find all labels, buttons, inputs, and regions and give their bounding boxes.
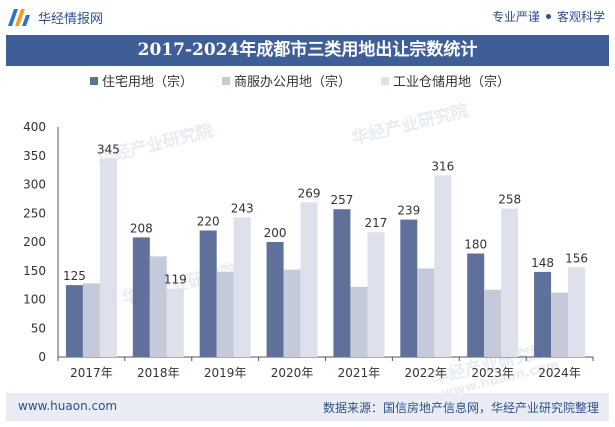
bar-series1-1 [132, 237, 150, 357]
data-label-series3-0: 345 [97, 143, 120, 157]
bar-series2-6 [484, 289, 502, 357]
bar-series3-2 [233, 217, 251, 357]
y-tick-label: 200 [23, 235, 46, 249]
y-tick-label: 300 [23, 178, 46, 192]
bar-series2-4 [350, 286, 368, 357]
legend-label-2: 商服办公用地（宗） [234, 74, 351, 90]
data-label-series3-7: 156 [565, 251, 588, 265]
legend-label-1: 住宅用地（宗） [102, 74, 193, 90]
data-label-series3-6: 258 [498, 193, 521, 207]
bar-series2-1 [149, 256, 167, 357]
data-label-series3-1: 119 [164, 273, 187, 287]
footer-url[interactable]: www.huaon.com [18, 399, 118, 413]
data-label-series1-0: 125 [63, 269, 86, 283]
brand-name[interactable]: 华经情报网 [38, 12, 104, 27]
tagline-right: 客观科学 [556, 10, 605, 24]
tagline: 专业严谨 客观科学 [492, 8, 605, 25]
bar-series1-4 [333, 209, 351, 357]
footer: www.huaon.com 数据来源：国信房地产信息网，华经产业研究院整理 [6, 393, 609, 421]
legend-swatch-3 [381, 77, 389, 85]
bar-series2-3 [283, 269, 301, 357]
y-tick-label: 150 [23, 264, 46, 278]
data-label-series1-5: 239 [397, 204, 420, 218]
y-tick-label: 350 [23, 149, 46, 163]
bar-series2-2 [216, 271, 234, 357]
bar-series1-3 [266, 242, 284, 357]
bar-series3-0 [99, 158, 117, 357]
chart-title: 2017-2024年成都市三类用地出让宗数统计 [6, 35, 609, 66]
bar-series3-5 [434, 175, 452, 357]
data-label-series1-6: 180 [464, 238, 487, 252]
header: 华经情报网 专业严谨 客观科学 [0, 0, 615, 34]
data-source: 数据来源：国信房地产信息网，华经产业研究院整理 [322, 401, 599, 415]
bar-series1-7 [534, 271, 552, 357]
bar-series1-5 [400, 219, 418, 357]
bar-series3-6 [501, 208, 519, 357]
bar-series1-6 [467, 253, 485, 357]
bar-series1-0 [65, 285, 83, 357]
legend-swatch-2 [222, 77, 230, 85]
data-label-series3-4: 217 [364, 216, 387, 230]
x-tick-label: 2023年 [471, 366, 514, 380]
x-tick-label: 2019年 [204, 366, 247, 380]
x-tick-label: 2021年 [338, 366, 381, 380]
bar-series3-1 [166, 288, 184, 357]
data-label-series1-3: 200 [264, 226, 287, 240]
data-label-series1-4: 257 [330, 193, 353, 207]
bar-series3-4 [367, 232, 385, 357]
data-label-series1-7: 148 [531, 256, 554, 270]
x-tick-label: 2024年 [538, 366, 581, 380]
legend-swatch-1 [90, 77, 98, 85]
x-tick-label: 2017年 [70, 366, 113, 380]
bar-series2-0 [82, 283, 100, 357]
data-label-series3-5: 316 [431, 159, 454, 173]
bar-series1-2 [199, 230, 217, 357]
data-label-series1-1: 208 [130, 221, 153, 235]
separator-dot-icon [545, 14, 551, 19]
bar-series2-5 [417, 268, 435, 357]
data-label-series3-2: 243 [231, 201, 254, 215]
y-tick-label: 250 [23, 206, 46, 220]
x-tick-label: 2018年 [137, 366, 180, 380]
y-tick-label: 100 [23, 293, 46, 307]
y-tick-label: 50 [31, 321, 46, 335]
legend-label-3: 工业仓储用地（宗） [393, 74, 510, 90]
x-tick-label: 2022年 [405, 366, 448, 380]
data-label-series1-2: 220 [197, 215, 220, 229]
y-tick-label: 400 [23, 120, 46, 134]
huajing-logo-icon [8, 9, 30, 26]
data-label-series3-3: 269 [298, 186, 321, 200]
bar-series3-3 [300, 202, 318, 357]
tagline-left: 专业严谨 [491, 10, 540, 24]
bar-series2-7 [551, 292, 569, 357]
y-tick-label: 0 [38, 350, 46, 364]
x-tick-label: 2020年 [271, 366, 314, 380]
bar-series3-7 [568, 267, 586, 357]
